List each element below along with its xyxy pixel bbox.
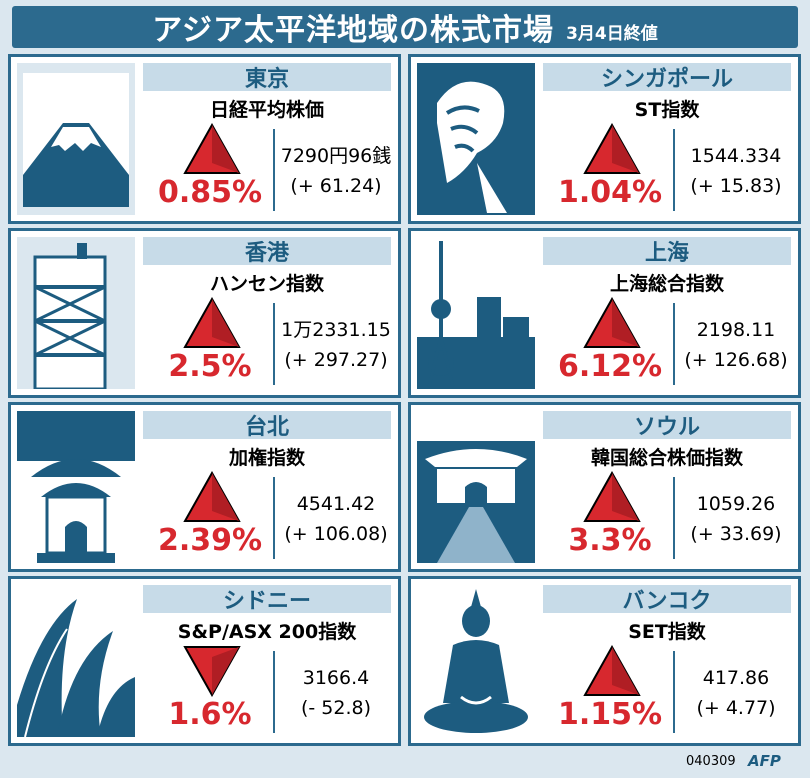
divider (273, 651, 275, 733)
percent-change: 2.5% (168, 349, 252, 384)
market-panel-shanghai: 上海 上海総合指数 6.12% 2198.11 (+ 126.68) (408, 228, 801, 398)
index-name: ハンセン指数 (209, 273, 324, 295)
market-panel-hongkong: 香港 ハンセン指数 2.5% 1万2331.15 (+ 297.27) (8, 228, 401, 398)
index-name: ST指数 (634, 99, 700, 121)
up-arrow-icon (583, 471, 641, 522)
divider (673, 303, 675, 385)
market-panel-tokyo: 東京 日経平均株価 0.85% 7290円96銭 (+ 61.24) (8, 54, 401, 224)
index-value-block: 1万2331.15 (+ 297.27) (277, 315, 395, 375)
afp-logo: AFP (748, 752, 781, 770)
city-label: 香港 (143, 237, 391, 266)
divider (673, 129, 675, 211)
percent-change: 1.15% (557, 697, 663, 732)
point-change: (+ 4.77) (696, 697, 776, 719)
city-label: シンガポール (543, 63, 791, 92)
city-label: 東京 (143, 63, 391, 92)
percent-change: 3.3% (568, 523, 652, 558)
divider (673, 651, 675, 733)
city-label: ソウル (543, 411, 791, 440)
index-value-block: 3166.4 (- 52.8) (277, 663, 395, 723)
seoul-gate-icon (417, 411, 535, 563)
percent-change: 0.85% (157, 175, 263, 210)
mount-fuji-icon (17, 63, 135, 215)
index-value: 417.86 (702, 667, 770, 689)
point-change: (+ 126.68) (684, 349, 788, 371)
index-value-block: 417.86 (+ 4.77) (677, 663, 795, 723)
memorial-hall-icon (17, 411, 135, 563)
point-change: (+ 33.69) (690, 523, 782, 545)
point-change: (+ 297.27) (284, 349, 388, 371)
up-arrow-icon (583, 297, 641, 348)
point-change: (+ 106.08) (284, 523, 388, 545)
city-label: 台北 (143, 411, 391, 440)
percent-change: 1.04% (557, 175, 663, 210)
index-name: 韓国総合株価指数 (590, 447, 743, 469)
graphic-code: 040309 (686, 754, 736, 769)
index-value: 3166.4 (302, 667, 370, 689)
up-arrow-icon (183, 297, 241, 348)
point-change: (+ 15.83) (690, 175, 782, 197)
hk-tower-icon (17, 237, 135, 389)
market-panel-seoul: ソウル 韓国総合株価指数 3.3% 1059.26 (+ 33.69) (408, 402, 801, 572)
percent-change: 6.12% (557, 349, 663, 384)
oriental-pearl-tower-icon (417, 237, 535, 389)
index-value-block: 7290円96銭 (+ 61.24) (277, 141, 395, 201)
index-value-block: 2198.11 (+ 126.68) (677, 315, 795, 375)
index-value-block: 1544.334 (+ 15.83) (677, 141, 795, 201)
market-panel-taipei: 台北 加権指数 2.39% 4541.42 (+ 106.08) (8, 402, 401, 572)
index-value: 7290円96銭 (280, 145, 392, 167)
city-label: 上海 (543, 237, 791, 266)
up-arrow-icon (583, 123, 641, 174)
index-name: 加権指数 (228, 447, 305, 469)
divider (273, 129, 275, 211)
index-name: SET指数 (628, 621, 706, 643)
merlion-icon (417, 63, 535, 215)
title-bar: アジア太平洋地域の株式市場 3月4日終値 (12, 6, 798, 48)
divider (273, 303, 275, 385)
buddha-icon (417, 585, 535, 737)
index-value-block: 4541.42 (+ 106.08) (277, 489, 395, 549)
percent-change: 1.6% (168, 697, 252, 732)
market-panel-bangkok: バンコク SET指数 1.15% 417.86 (+ 4.77) (408, 576, 801, 746)
up-arrow-icon (583, 645, 641, 696)
point-change: (+ 61.24) (290, 175, 382, 197)
market-panel-sydney: シドニー S&P/ASX 200指数 1.6% 3166.4 (- 52.8) (8, 576, 401, 746)
city-label: バンコク (543, 585, 791, 614)
up-arrow-icon (183, 471, 241, 522)
page-date: 3月4日終値 (566, 23, 658, 44)
index-value: 1544.334 (690, 145, 782, 167)
divider (673, 477, 675, 559)
index-value: 1万2331.15 (281, 319, 391, 341)
index-name: S&P/ASX 200指数 (177, 621, 357, 643)
opera-house-icon (17, 585, 135, 737)
index-value-block: 1059.26 (+ 33.69) (677, 489, 795, 549)
percent-change: 2.39% (157, 523, 263, 558)
index-name: 日経平均株価 (209, 99, 324, 121)
point-change: (- 52.8) (300, 697, 372, 719)
page-title: アジア太平洋地域の株式市場 (152, 13, 555, 48)
market-panel-singapore: シンガポール ST指数 1.04% 1544.334 (+ 15.83) (408, 54, 801, 224)
index-value: 1059.26 (696, 493, 776, 515)
index-value: 4541.42 (296, 493, 376, 515)
index-value: 2198.11 (696, 319, 776, 341)
up-arrow-icon (183, 123, 241, 174)
divider (273, 477, 275, 559)
down-arrow-icon (183, 646, 241, 697)
index-name: 上海総合指数 (609, 273, 724, 295)
city-label: シドニー (143, 585, 391, 614)
